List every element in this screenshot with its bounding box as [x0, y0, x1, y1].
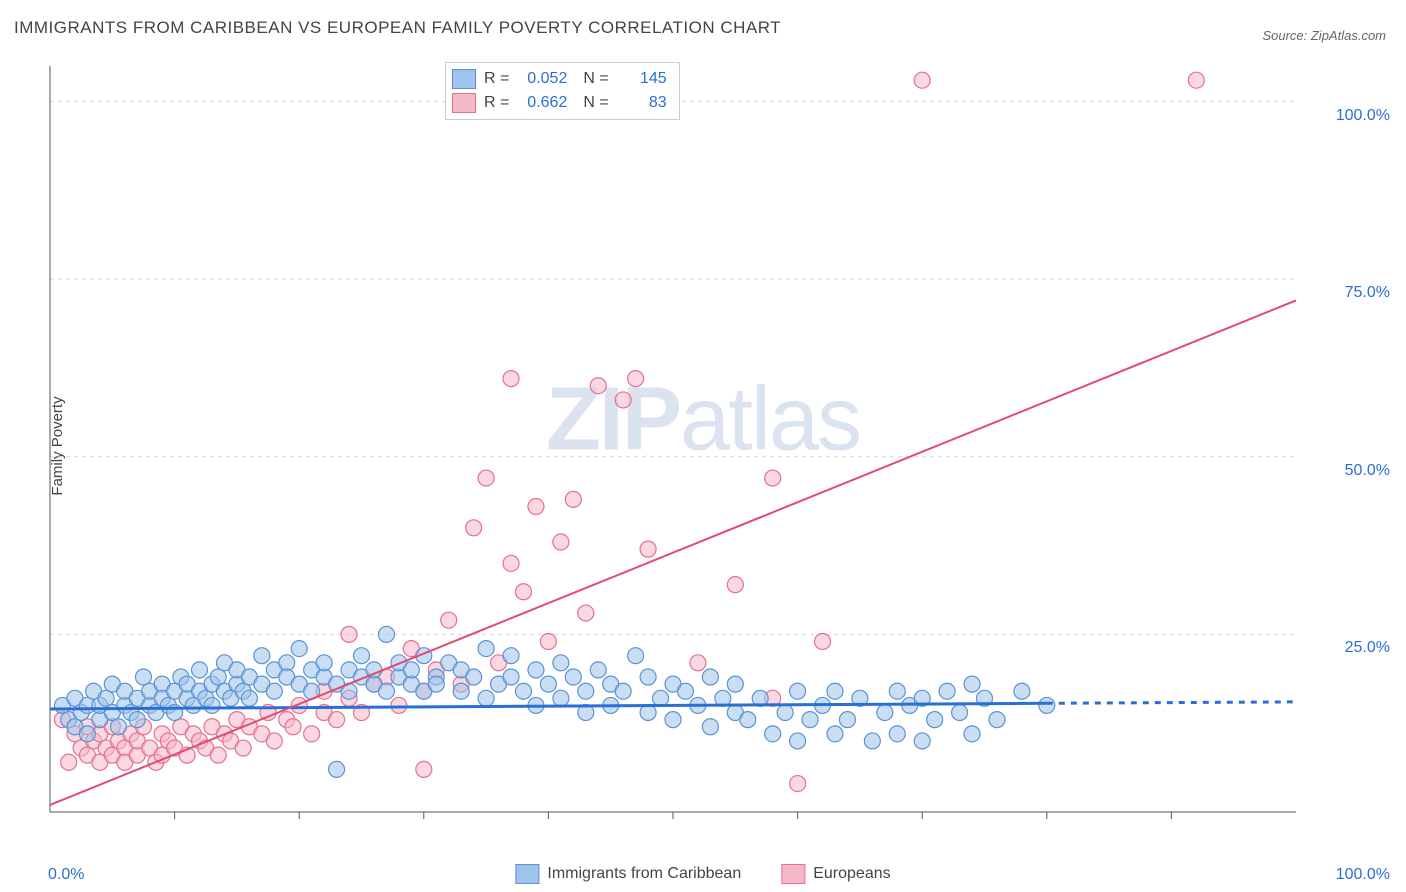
- stats-legend-row: R = 0.052 N = 145: [452, 67, 667, 91]
- series-legend-item: Immigrants from Caribbean: [515, 864, 741, 884]
- series-label: Immigrants from Caribbean: [547, 865, 741, 883]
- y-tick-label: 75.0%: [1345, 284, 1390, 302]
- y-tick-label: 25.0%: [1345, 639, 1390, 657]
- scatter-chart: [46, 56, 1386, 856]
- x-tick-min: 0.0%: [48, 866, 84, 884]
- x-tick-max: 100.0%: [1336, 866, 1390, 884]
- n-value: 83: [617, 94, 667, 112]
- stats-legend-row: R = 0.662 N = 83: [452, 91, 667, 115]
- series-label: Europeans: [813, 865, 890, 883]
- stats-legend: R = 0.052 N = 145 R = 0.662 N = 83: [445, 62, 680, 120]
- series-legend-item: Europeans: [781, 864, 890, 884]
- chart-container: IMMIGRANTS FROM CARIBBEAN VS EUROPEAN FA…: [0, 0, 1406, 892]
- series-legend: Immigrants from Caribbean Europeans: [515, 864, 890, 884]
- r-value: 0.662: [517, 94, 567, 112]
- legend-swatch: [452, 93, 476, 113]
- r-label: R =: [484, 70, 509, 88]
- y-tick-label: 100.0%: [1336, 107, 1390, 125]
- legend-swatch: [781, 864, 805, 884]
- n-label: N =: [583, 94, 608, 112]
- legend-swatch: [452, 69, 476, 89]
- r-label: R =: [484, 94, 509, 112]
- n-value: 145: [617, 70, 667, 88]
- n-label: N =: [583, 70, 608, 88]
- r-value: 0.052: [517, 70, 567, 88]
- chart-title: IMMIGRANTS FROM CARIBBEAN VS EUROPEAN FA…: [14, 18, 781, 38]
- source-attribution: Source: ZipAtlas.com: [1262, 28, 1386, 43]
- y-tick-label: 50.0%: [1345, 462, 1390, 480]
- legend-swatch: [515, 864, 539, 884]
